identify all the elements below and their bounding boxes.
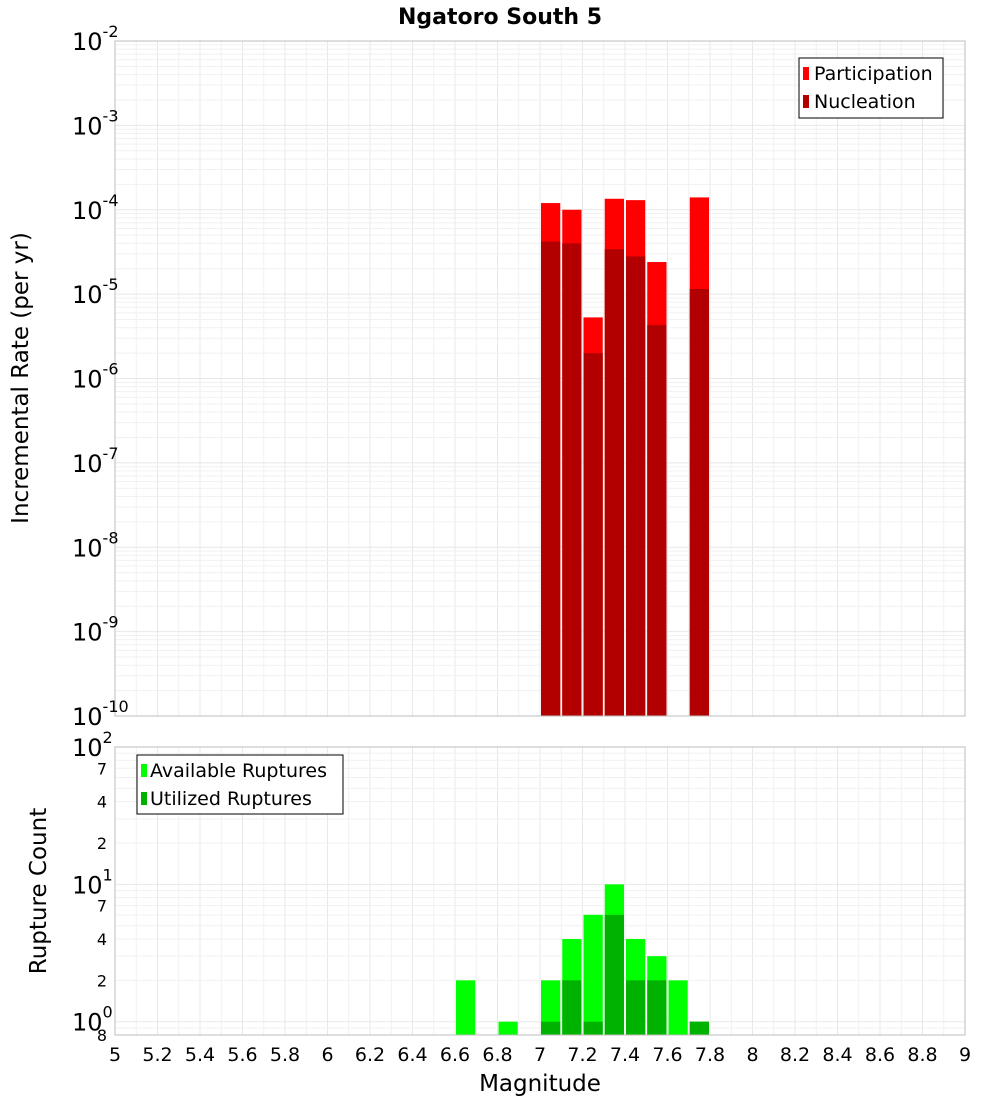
- legend-label-nucleation: Nucleation: [814, 91, 916, 113]
- count-ytick-label: 102: [72, 728, 113, 762]
- rate-bar-nucleation: [562, 243, 582, 717]
- count-ytick-label: 2: [97, 834, 107, 853]
- rate-ytick-label: 10-9: [72, 613, 119, 647]
- rate-bar-nucleation: [689, 289, 709, 716]
- legend-swatch-nucleation: [803, 95, 809, 108]
- count-bar-utilized-ruptures: [689, 1021, 709, 1035]
- x-axis-ticks: 5 5.2 5.4 5.6 5.8 6 6.2 6.4 6.6 6.8 7 7.2 7.4 7.6 7.8 8…: [109, 1044, 971, 1066]
- x-tick-label: 7.6: [652, 1044, 682, 1066]
- chart-title: Ngatoro South 5: [398, 5, 602, 30]
- x-tick-label: 6: [321, 1044, 333, 1066]
- x-tick-label: 6.6: [440, 1044, 470, 1066]
- count-ytick-label: 4: [97, 793, 107, 812]
- count-ytick-label: 4: [97, 930, 107, 949]
- x-tick-label: 7.4: [610, 1044, 640, 1066]
- rate-y-axis-label: Incremental Rate (per yr): [8, 232, 34, 524]
- x-tick-label: 7.8: [695, 1044, 725, 1066]
- count-bar-utilized-ruptures: [541, 1021, 561, 1035]
- rate-ytick-label: 10-4: [72, 191, 119, 225]
- count-bar-available-ruptures: [541, 980, 561, 1035]
- x-axis-label: Magnitude: [479, 1071, 601, 1097]
- count-ytick-label: 7: [97, 759, 107, 778]
- legend-label-participation: Participation: [814, 63, 933, 85]
- count-bar-available-ruptures: [668, 980, 688, 1035]
- rate-bar-nucleation: [541, 241, 561, 717]
- legend-label-available: Available Ruptures: [150, 760, 327, 782]
- x-tick-label: 8.6: [865, 1044, 895, 1066]
- count-ytick-label: 7: [97, 897, 107, 916]
- count-bar-available-ruptures: [583, 914, 603, 1035]
- count-bar-available-ruptures: [456, 980, 476, 1035]
- count-bar-utilized-ruptures: [647, 980, 667, 1035]
- legend-label-utilized: Utilized Ruptures: [150, 788, 312, 810]
- x-tick-label: 6.8: [482, 1044, 512, 1066]
- rate-ytick-label: 10-10: [72, 697, 129, 731]
- x-tick-label: 7: [534, 1044, 546, 1066]
- count-ytick-label: 2: [97, 971, 107, 990]
- x-tick-label: 5.6: [227, 1044, 257, 1066]
- count-plot-border: [114, 746, 966, 1036]
- x-tick-label: 8.4: [822, 1044, 852, 1066]
- rate-bar-nucleation: [583, 353, 603, 716]
- rate-ytick-label: 10-5: [72, 275, 119, 309]
- count-ytick-label: 8: [97, 1026, 107, 1045]
- x-tick-label: 8.2: [780, 1044, 810, 1066]
- x-tick-label: 5: [109, 1044, 121, 1066]
- count-bar-utilized-ruptures: [583, 1021, 603, 1035]
- x-tick-label: 6.2: [355, 1044, 385, 1066]
- count-y-axis-label: Rupture Count: [26, 808, 52, 974]
- legend-swatch-utilized: [141, 792, 147, 805]
- x-tick-label: 6.4: [397, 1044, 427, 1066]
- rate-ytick-label: 10-8: [72, 528, 119, 562]
- rate-legend-box: [798, 57, 944, 119]
- x-tick-label: 8.8: [907, 1044, 937, 1066]
- rate-ytick-label: 10-6: [72, 360, 119, 394]
- count-legend: Available Ruptures Utilized Ruptures: [136, 754, 344, 815]
- rate-bar-nucleation: [626, 256, 646, 716]
- rate-ytick-label: 10-3: [72, 106, 119, 140]
- count-bar-utilized-ruptures: [562, 980, 582, 1035]
- x-tick-label: 8: [746, 1044, 758, 1066]
- legend-swatch-available: [141, 764, 147, 777]
- count-bar-available-ruptures: [498, 1021, 518, 1035]
- rate-ytick-label: 10-7: [72, 444, 119, 478]
- x-tick-label: 9: [959, 1044, 971, 1066]
- rate-ytick-label: 10-2: [72, 22, 119, 56]
- x-tick-label: 5.8: [270, 1044, 300, 1066]
- x-tick-label: 5.4: [185, 1044, 215, 1066]
- count-bar-utilized-ruptures: [604, 914, 624, 1035]
- x-tick-label: 5.2: [142, 1044, 172, 1066]
- legend-swatch-participation: [803, 67, 809, 80]
- count-bar-utilized-ruptures: [626, 980, 646, 1035]
- x-tick-label: 7.2: [567, 1044, 597, 1066]
- rate-legend: Participation Nucleation: [798, 57, 944, 119]
- count-legend-box: [136, 754, 344, 815]
- rate-bar-nucleation: [647, 325, 667, 716]
- rate-plot: 10-10 10-9 10-8 10-7 10-6 10-5 10-4 10-3 10-2 In…: [8, 22, 966, 731]
- rate-bar-nucleation: [604, 249, 624, 716]
- rate-plot-border: [114, 40, 966, 717]
- count-ytick-label: 101: [72, 865, 113, 899]
